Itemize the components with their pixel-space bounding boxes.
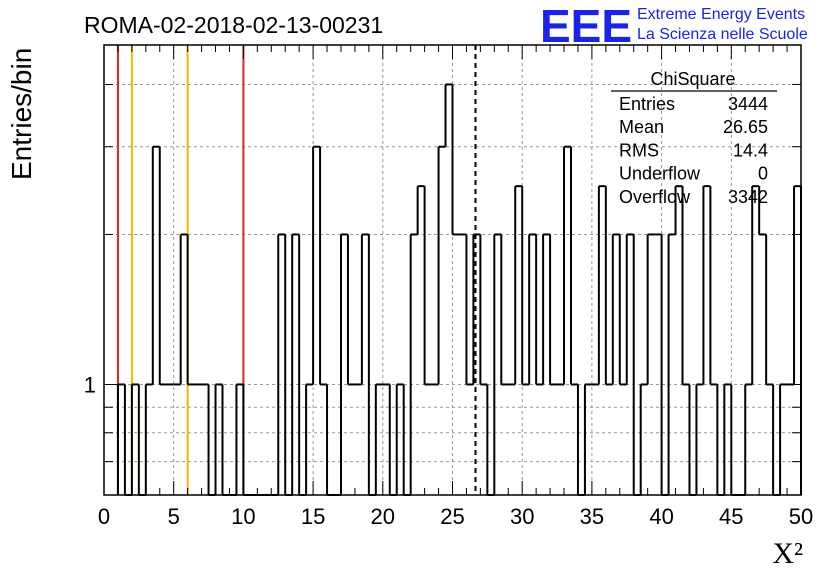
x-tick-label: 10 (231, 504, 255, 529)
stats-box: ChiSquare Entries 3444 Mean 26.65 RMS 14.4 Und… (611, 69, 777, 207)
x-tick-label: 45 (719, 504, 743, 529)
x-tick-label: 50 (789, 504, 813, 529)
x-axis-label: X² (772, 537, 803, 570)
stats-row-value: 26.65 (723, 117, 768, 137)
x-tick-label: 0 (98, 504, 110, 529)
y-tick-label: 1 (84, 372, 96, 397)
logo-line-1: Extreme Energy Events (637, 6, 805, 23)
stats-row-label: RMS (619, 140, 659, 160)
x-tick-label: 15 (301, 504, 325, 529)
x-tick-label: 35 (580, 504, 604, 529)
stats-row-value: 3342 (728, 187, 768, 207)
logo-mark: EEE (540, 0, 632, 52)
stats-row-value: 3444 (728, 94, 768, 114)
y-axis-ticks: 1 (84, 83, 801, 463)
x-tick-label: 40 (649, 504, 673, 529)
x-axis-ticks: 0 5 10 15 20 25 30 35 40 45 50 (98, 45, 813, 529)
y-axis-label: Entries/bin (6, 48, 37, 180)
stats-row-label: Entries (619, 94, 675, 114)
x-tick-label: 25 (440, 504, 464, 529)
x-tick-label: 5 (168, 504, 180, 529)
stats-row-value: 0 (758, 164, 768, 184)
histogram-bars (116, 83, 802, 496)
logo: EEE Extreme Energy Events La Scienza nel… (540, 0, 808, 52)
x-tick-label: 30 (510, 504, 534, 529)
x-tick-label: 20 (371, 504, 395, 529)
logo-line-2: La Scienza nelle Scuole (637, 26, 808, 43)
chart-title: ROMA-02-2018-02-13-00231 (84, 12, 383, 38)
stats-row-label: Underflow (619, 164, 701, 184)
stats-row-label: Overflow (619, 187, 691, 207)
reference-lines (116, 45, 477, 495)
stats-row-value: 14.4 (733, 140, 768, 160)
stats-row-label: Mean (619, 117, 664, 137)
stats-title: ChiSquare (650, 69, 735, 89)
